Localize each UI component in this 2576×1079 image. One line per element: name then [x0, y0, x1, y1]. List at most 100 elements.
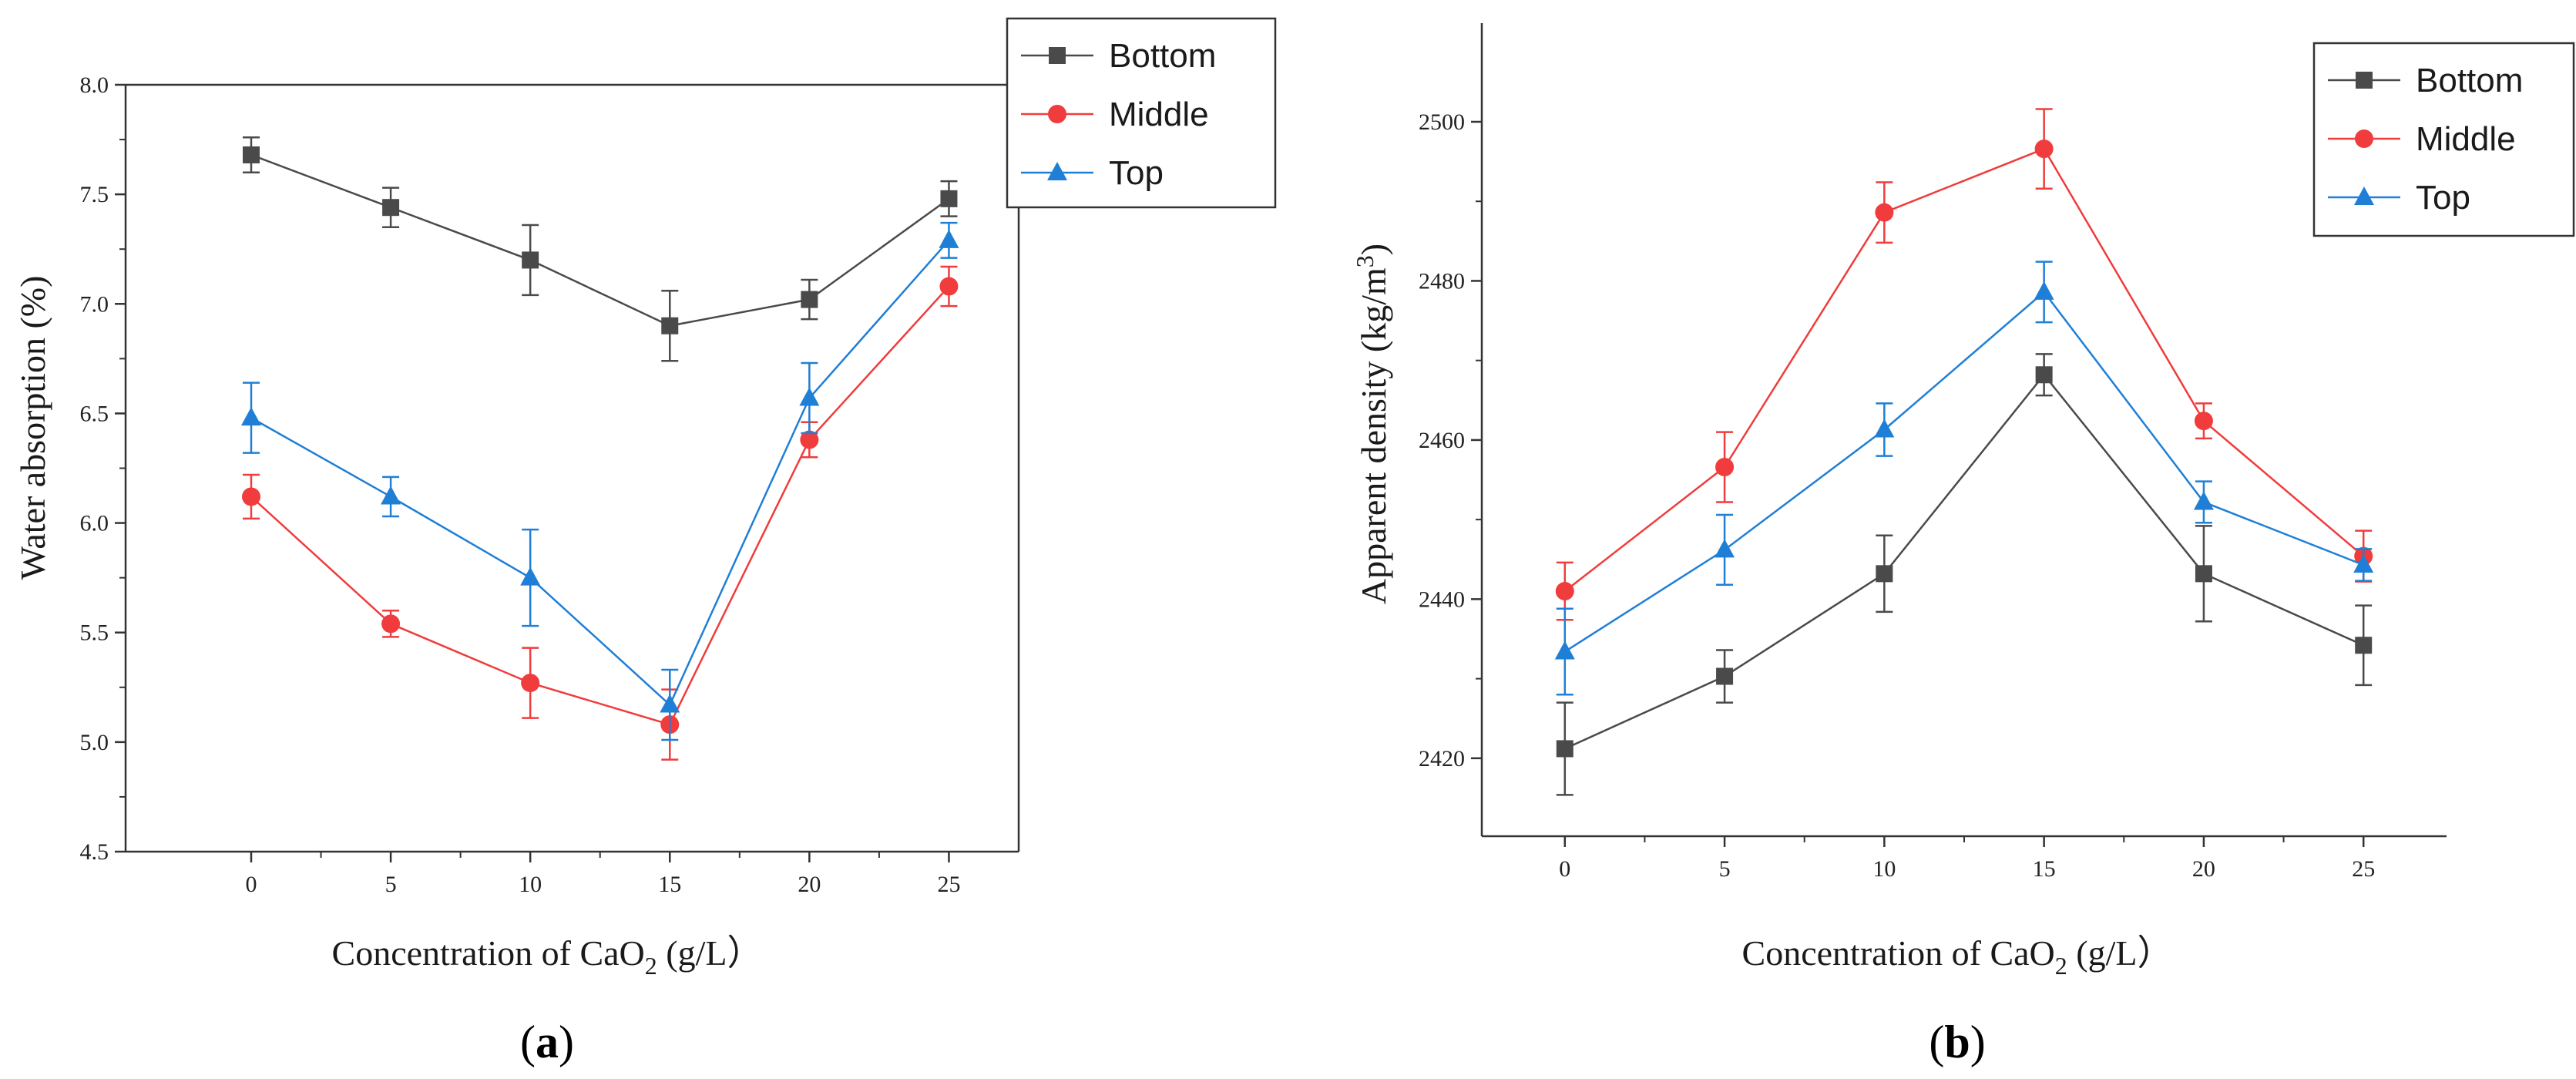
bottom-point-3 — [2035, 366, 2053, 384]
middle-point-4 — [2194, 412, 2213, 431]
bottom-line — [1564, 373, 2364, 750]
panel-a-water-absorption: 0 5 10 15 20 25 4.5 5.0 5.5 6.0 6.5 7.0 7.5 8.0 Botto… — [13, 17, 1277, 1067]
legend-marker-bottom — [2356, 72, 2373, 89]
panel-a-caption: (a) — [520, 1017, 574, 1067]
panel-b-apparent-density: 0 5 10 15 20 25 2420 2440 2460 2480 2500 Bottom Mid… — [1351, 23, 2575, 1067]
x-tick-label: 10 — [519, 872, 542, 897]
legend-label-middle: Middle — [2416, 120, 2516, 158]
bottom-point-2 — [522, 251, 539, 269]
x-tick-label: 0 — [1559, 856, 1570, 882]
bottom-point-1 — [1716, 667, 1734, 685]
x-tick-label: 10 — [1872, 856, 1896, 882]
middle-point-2 — [521, 674, 540, 693]
x-tick-label: 15 — [658, 872, 681, 897]
y-tick-label: 7.0 — [80, 291, 109, 317]
series-bottom — [242, 136, 958, 362]
middle-point-2 — [1875, 203, 1894, 222]
middle-point-1 — [1715, 458, 1735, 477]
x-tick-label: 15 — [2033, 856, 2056, 882]
panel-b-caption: (b) — [1929, 1017, 1985, 1067]
top-point-1 — [1715, 539, 1735, 558]
panel-a-x-axis-label: Concentration of CaO2 (g/L） — [332, 933, 763, 980]
series-top — [240, 221, 959, 741]
series-middle — [241, 265, 959, 761]
series-top — [1554, 261, 2374, 696]
top-point-0 — [240, 407, 261, 426]
panel-a-y-axis-label: Water absorption (%) — [13, 276, 52, 580]
y-tick-label: 4.5 — [80, 839, 109, 865]
legend-label-top: Top — [2416, 179, 2470, 217]
legend-marker-middle — [2355, 129, 2373, 148]
top-point-3 — [2034, 281, 2054, 300]
bottom-line — [250, 153, 950, 328]
middle-point-0 — [1555, 582, 1574, 601]
top-point-1 — [381, 486, 401, 505]
middle-point-5 — [939, 277, 959, 296]
y-tick-label: 5.5 — [80, 620, 109, 646]
x-tick-label: 20 — [2192, 856, 2215, 882]
y-tick-label: 2420 — [1419, 746, 1465, 771]
legend-marker-middle — [1048, 105, 1066, 123]
middle-point-3 — [2034, 139, 2054, 159]
legend-marker-top — [2354, 187, 2374, 205]
middle-point-4 — [800, 430, 819, 449]
panel-a-series — [240, 136, 959, 761]
y-tick-label: 7.5 — [80, 182, 109, 207]
legend-label-bottom: Bottom — [2416, 62, 2523, 99]
y-tick-label: 2480 — [1419, 268, 1465, 294]
top-point-2 — [1874, 418, 1895, 438]
y-tick-label: 2500 — [1419, 109, 1465, 135]
legend-label-top: Top — [1109, 154, 1164, 192]
top-point-0 — [1554, 640, 1575, 660]
panel-a-ticks: 0 5 10 15 20 25 4.5 5.0 5.5 6.0 6.5 7.0 7.5 8.0 — [80, 72, 961, 897]
x-tick-label: 5 — [1719, 856, 1731, 882]
panel-b-series — [1554, 108, 2374, 796]
top-point-4 — [799, 387, 820, 406]
panel-b-x-axis-label: Concentration of CaO2 (g/L） — [1742, 933, 2173, 980]
y-tick-label: 2460 — [1419, 428, 1465, 453]
panel-b-axes — [1480, 23, 2447, 838]
bottom-point-4 — [2195, 565, 2212, 583]
y-tick-label: 8.0 — [80, 72, 109, 98]
y-tick-label: 5.0 — [80, 730, 109, 755]
bottom-point-5 — [2355, 637, 2373, 654]
y-tick-label: 2440 — [1419, 587, 1465, 612]
middle-point-0 — [241, 487, 260, 506]
middle-point-1 — [381, 614, 401, 634]
middle-line — [1564, 147, 2365, 593]
x-tick-label: 0 — [245, 872, 257, 897]
bottom-point-2 — [1876, 565, 1893, 583]
top-line — [1564, 291, 2364, 653]
x-tick-label: 20 — [798, 872, 821, 897]
top-point-5 — [2353, 553, 2374, 573]
panel-a-legend: Bottom Middle Top — [1006, 17, 1277, 209]
middle-line — [250, 285, 950, 726]
panel-b-ticks: 0 5 10 15 20 25 2420 2440 2460 2480 2500 — [1419, 109, 2375, 882]
x-tick-label: 25 — [2352, 856, 2375, 882]
x-tick-label: 5 — [385, 872, 397, 897]
bottom-point-5 — [940, 190, 958, 207]
y-tick-label: 6.0 — [80, 511, 109, 536]
panel-a-axes — [124, 83, 1020, 853]
series-bottom — [1556, 353, 2373, 796]
top-point-2 — [520, 566, 541, 586]
top-point-4 — [2193, 491, 2214, 510]
top-line — [250, 240, 950, 707]
bottom-point-0 — [1556, 740, 1573, 758]
x-tick-label: 25 — [937, 872, 960, 897]
bottom-point-0 — [242, 146, 260, 163]
y-tick-label: 6.5 — [80, 401, 109, 426]
bottom-point-1 — [382, 199, 400, 217]
panel-b-legend: Bottom Middle Top — [2312, 42, 2575, 237]
series-middle — [1555, 108, 2373, 621]
panel-b-y-axis-label: Apparent density (kg/m3) — [1351, 244, 1393, 604]
legend-marker-top — [1047, 162, 1067, 180]
bottom-point-3 — [661, 317, 679, 334]
top-point-5 — [939, 229, 959, 248]
top-point-3 — [660, 694, 680, 713]
bottom-point-4 — [801, 291, 818, 308]
legend-marker-bottom — [1049, 47, 1066, 64]
legend-label-bottom: Bottom — [1109, 37, 1216, 75]
legend-label-middle: Middle — [1109, 96, 1209, 133]
